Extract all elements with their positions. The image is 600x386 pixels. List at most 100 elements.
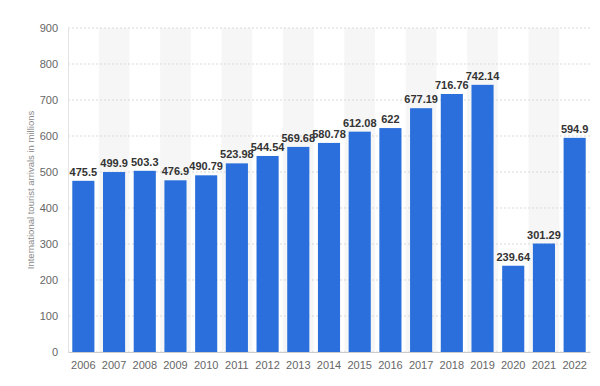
y-tick: 0 bbox=[52, 346, 68, 358]
bar bbox=[533, 244, 555, 352]
data-label: 677.19 bbox=[404, 93, 438, 105]
x-tick: 2016 bbox=[378, 352, 402, 371]
x-tick-label: 2014 bbox=[317, 359, 341, 371]
y-tick-label: 300 bbox=[40, 238, 58, 250]
x-tick-label: 2009 bbox=[163, 359, 187, 371]
x-tick: 2014 bbox=[317, 352, 341, 371]
data-label: 475.5 bbox=[70, 166, 98, 178]
y-tick-label: 100 bbox=[40, 310, 58, 322]
column-band bbox=[406, 28, 437, 352]
x-tick: 2012 bbox=[255, 352, 279, 371]
x-tick-label: 2008 bbox=[133, 359, 157, 371]
bar bbox=[441, 94, 463, 352]
column-band bbox=[529, 28, 560, 352]
y-tick: 200 bbox=[40, 274, 68, 286]
data-label: 622 bbox=[381, 113, 399, 125]
x-tick: 2019 bbox=[470, 352, 494, 371]
x-tick: 2010 bbox=[194, 352, 218, 371]
x-tick-label: 2018 bbox=[440, 359, 464, 371]
bar bbox=[564, 138, 586, 352]
x-tick-label: 2015 bbox=[347, 359, 371, 371]
column-bands bbox=[99, 28, 560, 352]
x-tick-label: 2013 bbox=[286, 359, 310, 371]
x-tick: 2022 bbox=[562, 352, 586, 371]
y-tick: 300 bbox=[40, 238, 68, 250]
y-tick-label: 0 bbox=[52, 346, 58, 358]
y-axis: 0 100 200 300 400 500 600 700 800 900 bbox=[40, 22, 69, 358]
bar bbox=[379, 128, 401, 352]
column-band bbox=[99, 28, 130, 352]
data-label: 499.9 bbox=[100, 157, 128, 169]
y-axis-line bbox=[68, 29, 69, 353]
y-tick: 900 bbox=[40, 22, 68, 34]
x-tick: 2021 bbox=[532, 352, 556, 371]
data-label: 569.68 bbox=[281, 132, 315, 144]
y-tick-label: 900 bbox=[40, 22, 58, 34]
x-tick: 2009 bbox=[163, 352, 187, 371]
x-tick-label: 2012 bbox=[255, 359, 279, 371]
x-tick: 2008 bbox=[133, 352, 157, 371]
bar bbox=[195, 175, 217, 352]
data-label: 523.98 bbox=[220, 148, 254, 160]
data-label: 301.29 bbox=[527, 229, 561, 241]
x-tick-label: 2007 bbox=[102, 359, 126, 371]
bar bbox=[72, 181, 94, 352]
grid bbox=[68, 28, 590, 352]
data-label: 580.78 bbox=[312, 128, 346, 140]
data-label: 239.64 bbox=[496, 251, 531, 263]
bar bbox=[502, 266, 524, 352]
column-band bbox=[160, 28, 191, 352]
x-axis: 2006 2007 2008 2009 2010 2011 2012 2013 2014 2015… bbox=[69, 352, 591, 371]
y-axis-title: International tourist arrivals in millio… bbox=[25, 111, 36, 270]
bar bbox=[226, 163, 248, 352]
bar bbox=[318, 143, 340, 352]
data-label: 544.54 bbox=[251, 141, 286, 153]
column-band bbox=[344, 28, 375, 352]
x-tick-label: 2017 bbox=[409, 359, 433, 371]
y-tick-label: 200 bbox=[40, 274, 58, 286]
y-tick: 100 bbox=[40, 310, 68, 322]
data-labels: 475.5499.9503.3476.9490.79523.98544.5456… bbox=[70, 70, 589, 263]
x-tick: 2011 bbox=[225, 352, 249, 371]
x-tick: 2020 bbox=[501, 352, 525, 371]
data-label: 716.76 bbox=[435, 79, 469, 91]
x-tick: 2017 bbox=[409, 352, 433, 371]
grid-line bbox=[68, 28, 590, 29]
x-tick: 2015 bbox=[347, 352, 371, 371]
y-tick-label: 500 bbox=[40, 166, 58, 178]
x-tick: 2013 bbox=[286, 352, 310, 371]
data-label: 742.14 bbox=[466, 70, 501, 82]
y-tick-label: 800 bbox=[40, 58, 58, 70]
bar bbox=[103, 172, 125, 352]
y-tick-label: 400 bbox=[40, 202, 58, 214]
data-label: 612.08 bbox=[343, 117, 377, 129]
x-tick: 2006 bbox=[71, 352, 95, 371]
data-label: 490.79 bbox=[189, 160, 223, 172]
chart: 475.5499.9503.3476.9490.79523.98544.5456… bbox=[0, 0, 600, 386]
x-tick-label: 2021 bbox=[532, 359, 556, 371]
y-tick: 400 bbox=[40, 202, 68, 214]
bar bbox=[287, 147, 309, 352]
x-tick-label: 2006 bbox=[71, 359, 95, 371]
x-tick-label: 2019 bbox=[470, 359, 494, 371]
bar bbox=[134, 171, 156, 352]
y-tick: 500 bbox=[40, 166, 68, 178]
y-tick: 800 bbox=[40, 58, 68, 70]
x-tick-label: 2022 bbox=[562, 359, 586, 371]
bar bbox=[410, 108, 432, 352]
x-tick-label: 2010 bbox=[194, 359, 218, 371]
grid-line bbox=[68, 100, 590, 101]
data-label: 476.9 bbox=[162, 165, 190, 177]
bar bbox=[471, 85, 493, 352]
grid-line bbox=[68, 64, 590, 65]
column-band bbox=[283, 28, 314, 352]
y-tick-label: 600 bbox=[40, 130, 58, 142]
data-label: 594.9 bbox=[561, 123, 589, 135]
y-tick-label: 700 bbox=[40, 94, 58, 106]
x-tick-label: 2016 bbox=[378, 359, 402, 371]
x-axis-line bbox=[69, 352, 591, 353]
x-tick: 2007 bbox=[102, 352, 126, 371]
bar bbox=[257, 156, 279, 352]
data-label: 503.3 bbox=[131, 156, 159, 168]
y-tick: 700 bbox=[40, 94, 68, 106]
